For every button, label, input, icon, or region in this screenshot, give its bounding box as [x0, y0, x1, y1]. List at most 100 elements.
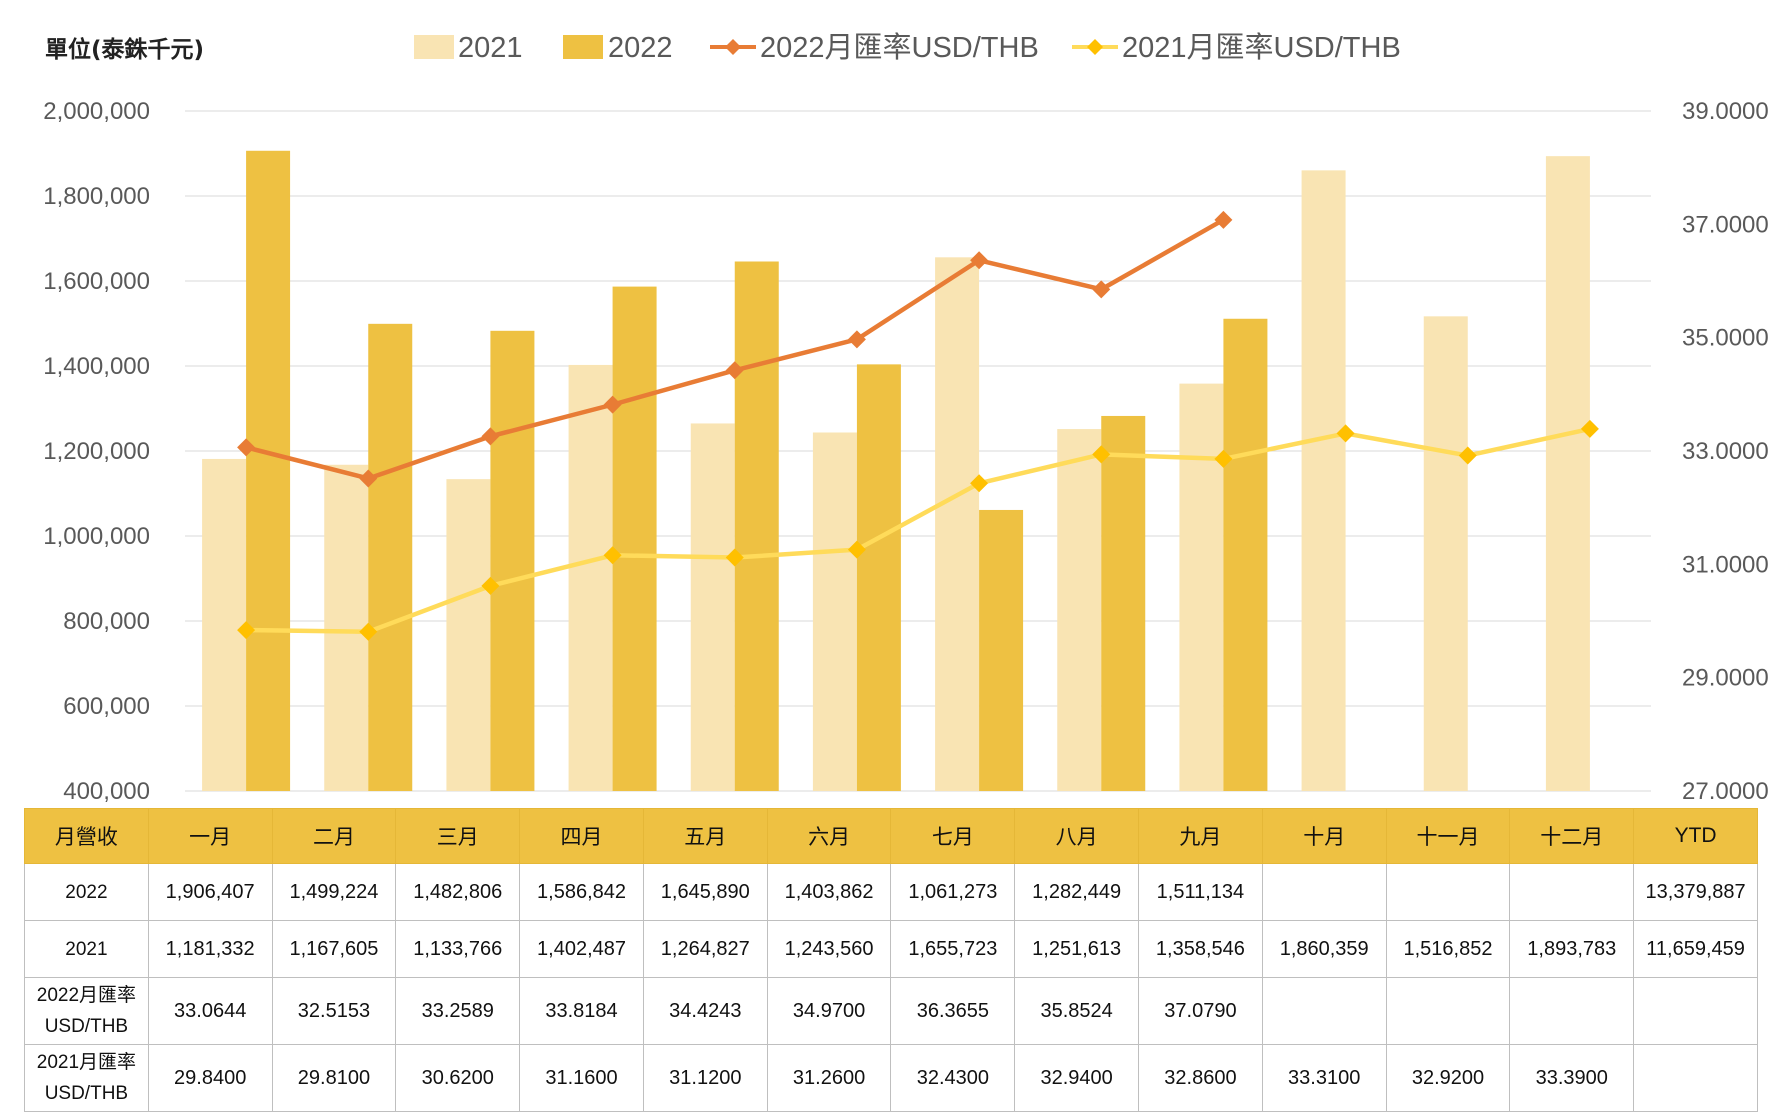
table-header-cell: 二月	[271, 808, 397, 864]
table-cell: 1,645,890	[642, 863, 768, 921]
table-cell: 31.1200	[642, 1044, 768, 1112]
bar-2021	[1179, 383, 1224, 791]
legend-label-2021-rate: 2021月匯率USD/THB	[1122, 31, 1401, 64]
line-2021-rate	[246, 426, 1591, 635]
marker-2022-rate	[237, 438, 256, 457]
table-cell: 1,860,359	[1261, 920, 1387, 978]
table-cell: 1,906,407	[147, 863, 273, 921]
table-cell	[1633, 1044, 1758, 1112]
row-label-line: USD/THB	[44, 1016, 129, 1037]
marker-2022-rate	[481, 427, 500, 446]
bar-2022	[1101, 415, 1146, 791]
table-header-cell: YTD	[1633, 808, 1758, 864]
table-cell: 32.9200	[1385, 1044, 1511, 1112]
table-row: 2021月匯率 USD/THB 29.8400 29.8100 30.6200 31.16…	[24, 1044, 1758, 1112]
table-cell: 1,499,224	[271, 863, 397, 921]
table-cell: 1,251,613	[1014, 920, 1140, 978]
left-tick-label: 1,600,000	[43, 268, 150, 295]
bars	[202, 150, 1590, 792]
bar-2022	[368, 323, 413, 791]
bar-2022	[856, 364, 901, 791]
table-corner-cell: 月營收	[24, 808, 149, 864]
table-cell: 34.9700	[766, 977, 892, 1045]
table-cell	[1509, 977, 1635, 1045]
table-cell: 32.8600	[1138, 1044, 1263, 1112]
marker-2021-rate	[725, 548, 744, 567]
table-cell: 1,181,332	[147, 920, 273, 978]
left-axis-ticks: 2,000,000 1,800,000 1,600,000 1,400,000 1,20…	[43, 98, 150, 805]
bar-2021	[1301, 170, 1346, 792]
marker-2021-rate	[1336, 424, 1355, 443]
left-tick-label: 400,000	[63, 778, 150, 805]
bar-2021	[568, 364, 613, 791]
table-row: 2022 1,906,407 1,499,224 1,482,806 1,586,842…	[24, 863, 1758, 921]
table-cell: 1,264,827	[642, 920, 768, 978]
table-cell: 1,061,273	[890, 863, 1016, 921]
bar-2021	[812, 432, 857, 791]
right-axis-ticks: 39.0000 37.0000 35.0000 33.0000 31.0000 29.00…	[1682, 98, 1769, 805]
marker-2022-rate	[359, 469, 378, 488]
marker-2021-rate	[847, 540, 866, 559]
legend-label-2022-rate: 2022月匯率USD/THB	[760, 31, 1039, 64]
table-cell: 1,511,134	[1138, 863, 1263, 921]
table-header-cell: 十二月	[1509, 808, 1635, 864]
table-cell: 33.0644	[147, 977, 273, 1045]
table-cell: 1,243,560	[766, 920, 892, 978]
table-header-cell: 十一月	[1385, 808, 1511, 864]
table-cell: 1,403,862	[766, 863, 892, 921]
table-cell	[1633, 977, 1758, 1045]
bar-2021	[202, 458, 247, 791]
bar-2022	[979, 509, 1024, 791]
marker-2022-rate	[970, 251, 989, 270]
marker-2021-rate	[1580, 419, 1599, 438]
legend: 2021 2022 2022月匯率USD/THB 2021月匯率USD/THB	[414, 31, 1401, 64]
table-cell: 32.5153	[271, 977, 397, 1045]
data-table: 月營收 一月 二月 三月 四月 五月 六月 七月 八月 九月 十月 十一月 十二月 YTD 2022 1,90…	[24, 808, 1758, 1112]
marker-2022-rate	[603, 395, 622, 414]
legend-marker-2022-rate	[725, 39, 741, 55]
table-cell	[1385, 863, 1511, 921]
table-header-cell: 六月	[766, 808, 892, 864]
table-cell: 31.1600	[519, 1044, 644, 1112]
table-cell: 1,893,783	[1509, 920, 1635, 978]
marker-2021-rate	[1092, 445, 1111, 464]
table-header-cell: 九月	[1138, 808, 1263, 864]
marker-2022-rate	[1092, 280, 1111, 299]
table-cell: 13,379,887	[1633, 863, 1758, 921]
bar-2022	[490, 330, 535, 791]
table-row-label: 2022	[24, 863, 149, 921]
table-header-cell: 十月	[1261, 808, 1387, 864]
table-cell: 33.3100	[1261, 1044, 1387, 1112]
table-row: 2022月匯率 USD/THB 33.0644 32.5153 33.2589 33.81…	[24, 977, 1758, 1045]
table-cell: 36.3655	[890, 977, 1016, 1045]
table-cell: 32.4300	[890, 1044, 1016, 1112]
table-cell: 33.2589	[395, 977, 521, 1045]
table-cell: 29.8100	[271, 1044, 397, 1112]
marker-2022-rate	[847, 330, 866, 349]
bar-2022	[734, 261, 779, 791]
legend-label-2021: 2021	[458, 32, 523, 64]
table-header-cell: 八月	[1014, 808, 1140, 864]
left-tick-label: 600,000	[63, 693, 150, 720]
table-cell: 29.8400	[147, 1044, 273, 1112]
right-tick-label: 39.0000	[1682, 98, 1769, 125]
row-label-line: USD/THB	[44, 1083, 129, 1104]
left-tick-label: 800,000	[63, 608, 150, 635]
bar-2021	[324, 464, 369, 791]
table-header-cell: 四月	[519, 808, 644, 864]
marker-2021-rate	[359, 622, 378, 641]
left-tick-label: 1,800,000	[43, 183, 150, 210]
table-row-label: 2021	[24, 920, 149, 978]
table-cell: 35.8524	[1014, 977, 1140, 1045]
right-tick-label: 29.0000	[1682, 665, 1769, 692]
left-tick-label: 1,000,000	[43, 523, 150, 550]
bar-2022	[612, 286, 657, 791]
marker-2021-rate	[603, 546, 622, 565]
legend-swatch-2022	[563, 35, 603, 59]
marker-2021-rate	[1458, 446, 1477, 465]
table-cell	[1509, 863, 1635, 921]
marker-2022-rate	[1214, 210, 1233, 229]
rate-lines	[237, 210, 1599, 641]
table-cell: 1,282,449	[1014, 863, 1140, 921]
marker-2021-rate	[481, 576, 500, 595]
